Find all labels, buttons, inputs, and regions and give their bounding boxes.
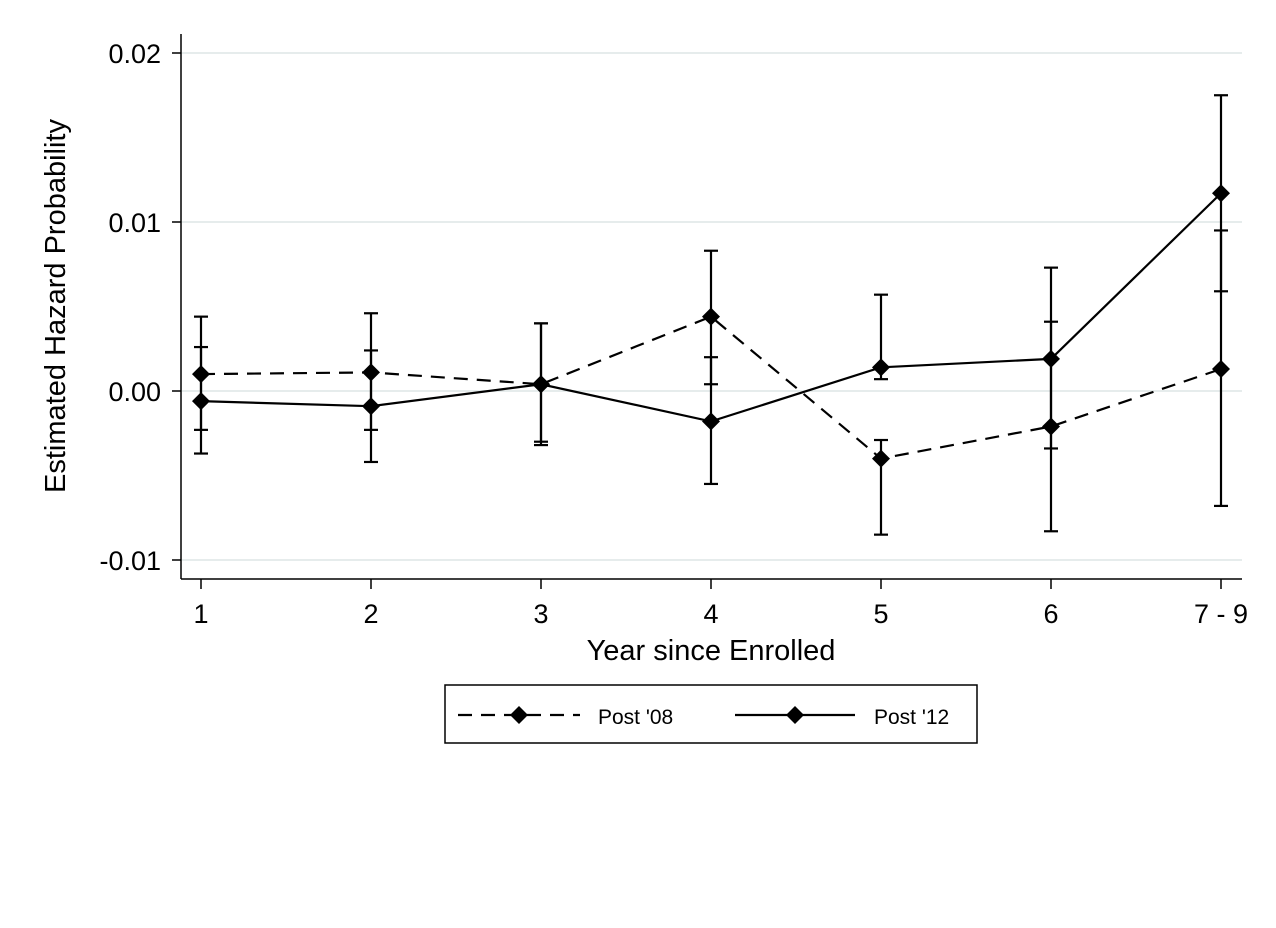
x-tick-label: 5 xyxy=(873,599,888,629)
series-marker xyxy=(702,307,720,326)
y-tick-label: -0.01 xyxy=(99,546,161,576)
legend-label: Post '08 xyxy=(598,706,673,729)
x-tick-label: 2 xyxy=(363,599,378,629)
series-marker xyxy=(1042,417,1060,436)
series-marker xyxy=(362,397,380,416)
legend: Post '08 Post '12 xyxy=(444,684,978,744)
legend-marker xyxy=(786,706,804,724)
y-axis-title: Estimated Hazard Probability xyxy=(40,119,72,493)
x-tick-label: 1 xyxy=(193,599,208,629)
legend-marker xyxy=(510,706,528,724)
series-marker xyxy=(192,365,210,384)
x-tick-label: 3 xyxy=(533,599,548,629)
series-marker xyxy=(192,392,210,411)
series-marker xyxy=(532,375,550,394)
y-tick-label: 0.01 xyxy=(108,208,161,238)
axes xyxy=(172,34,1242,589)
tick-labels: 0.02 0.01 0.00 -0.01 1 2 3 4 5 6 7 - 9 xyxy=(99,39,1248,629)
x-tick-label: 6 xyxy=(1043,599,1058,629)
series-marker xyxy=(702,412,720,431)
series-marker xyxy=(872,358,890,377)
x-tick-label: 4 xyxy=(703,599,718,629)
x-axis-title: Year since Enrolled xyxy=(587,635,836,667)
series-marker xyxy=(1212,184,1230,203)
y-tick-label: 0.00 xyxy=(108,377,161,407)
y-tick-label: 0.02 xyxy=(108,39,161,69)
series-markers xyxy=(192,184,1230,468)
series-marker xyxy=(872,449,890,468)
legend-label: Post '12 xyxy=(874,706,949,729)
series-marker xyxy=(362,363,380,382)
series-marker xyxy=(1042,349,1060,368)
series-marker xyxy=(1212,360,1230,379)
x-tick-label: 7 - 9 xyxy=(1194,599,1248,629)
